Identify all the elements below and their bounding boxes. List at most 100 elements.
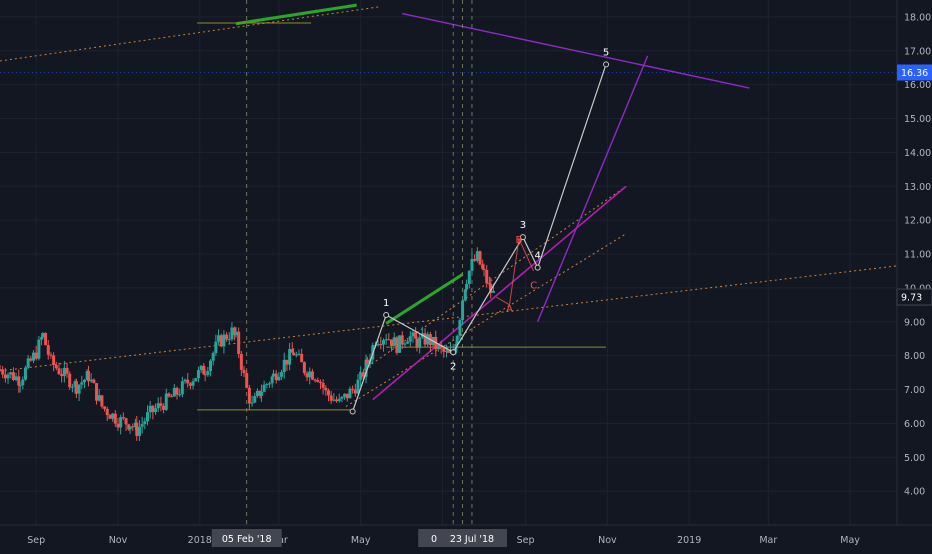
trend-line-dotted [0,265,898,372]
candle [143,417,147,430]
candle-body [418,337,422,348]
candle [156,397,160,413]
y-tick-label: 13.00 [904,182,931,193]
candle [340,396,344,403]
candle-body [154,408,158,413]
candle [324,385,328,396]
y-tick-label: 12.00 [904,216,931,227]
candle [26,355,30,370]
candle [18,381,22,393]
candle [116,418,120,431]
candle [206,366,210,377]
candle-body [242,369,246,374]
candle [154,403,158,416]
candle [222,330,226,354]
candle [191,378,195,390]
candle-body [239,353,243,370]
candle [463,288,467,302]
candle [403,341,407,349]
y-tick-label: 16.00 [904,80,931,91]
candle [414,327,418,339]
candle-body [111,413,115,419]
candle-body [178,394,182,396]
corrective-path [495,237,535,306]
candle-body [18,385,22,387]
candle-body [467,270,471,284]
candle-body [172,387,176,397]
candle-body [313,379,317,381]
candle [164,388,168,412]
candle-body [348,388,352,399]
candle-body [164,393,168,410]
trend-line-dotted [359,185,627,373]
candle-body [32,352,36,361]
candle-body [446,350,450,353]
candle-body [70,386,74,388]
candle-body [384,339,388,341]
candle-body [202,365,206,375]
candle [310,368,314,381]
trend-line-purple [402,12,750,89]
candle [52,352,56,372]
y-tick-label: 15.00 [904,114,931,125]
candle [288,342,292,371]
candle-body [288,349,292,365]
candle [49,352,53,359]
candle [337,393,341,403]
candles [0,247,495,442]
candle-body [395,337,399,353]
candle-body [365,359,369,364]
candle [356,373,360,395]
candle-body [41,332,45,338]
candle-body [482,268,486,270]
candle-body [103,406,107,409]
candle-body [234,331,238,336]
candle [316,377,320,383]
corrective-label: C [530,281,537,292]
candle-body [302,362,306,374]
candle [335,396,339,403]
candle-body [131,426,135,428]
candle-body [222,334,226,347]
wave-label: 5 [603,47,609,58]
grid-layer [0,0,897,525]
candle-body [465,283,469,290]
candle [237,327,241,359]
candle-body [180,381,184,395]
candle-body [481,264,485,269]
candle [34,345,38,361]
candle [68,371,72,390]
candle-body [186,379,190,384]
candle [259,384,263,402]
candle-body [473,259,477,261]
candle [77,384,81,402]
candle-body [137,426,141,436]
x-tick-label: Nov [109,535,128,546]
candle [305,371,309,382]
candle [70,383,74,393]
candle-body [29,358,33,361]
candle [196,366,200,383]
candle [406,337,410,344]
candle-body [487,283,491,285]
candle [274,369,278,384]
candle-body [408,336,412,342]
candle [175,386,179,400]
candle-body [65,367,69,374]
candle [392,332,396,347]
candle-body [337,398,341,402]
candle [255,388,259,398]
candle-body [209,360,213,371]
candle [151,405,155,420]
candle [475,247,479,263]
candle [239,351,243,377]
candle [113,410,117,427]
candle [384,333,388,345]
candle-body [49,354,53,356]
candle [242,365,246,378]
candle [14,372,18,382]
